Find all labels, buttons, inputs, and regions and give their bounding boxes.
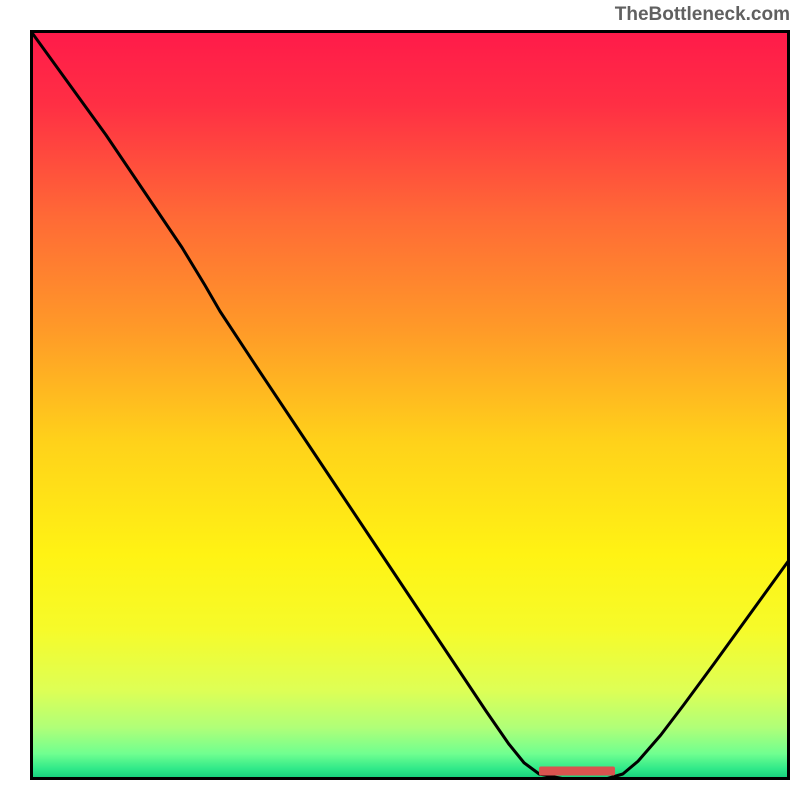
plot-area bbox=[30, 30, 790, 780]
optimum-marker bbox=[539, 767, 615, 776]
chart-container: TheBottleneck.com bbox=[0, 0, 800, 800]
chart-background bbox=[30, 30, 790, 780]
watermark-text: TheBottleneck.com bbox=[615, 4, 790, 26]
chart-svg bbox=[30, 30, 790, 780]
